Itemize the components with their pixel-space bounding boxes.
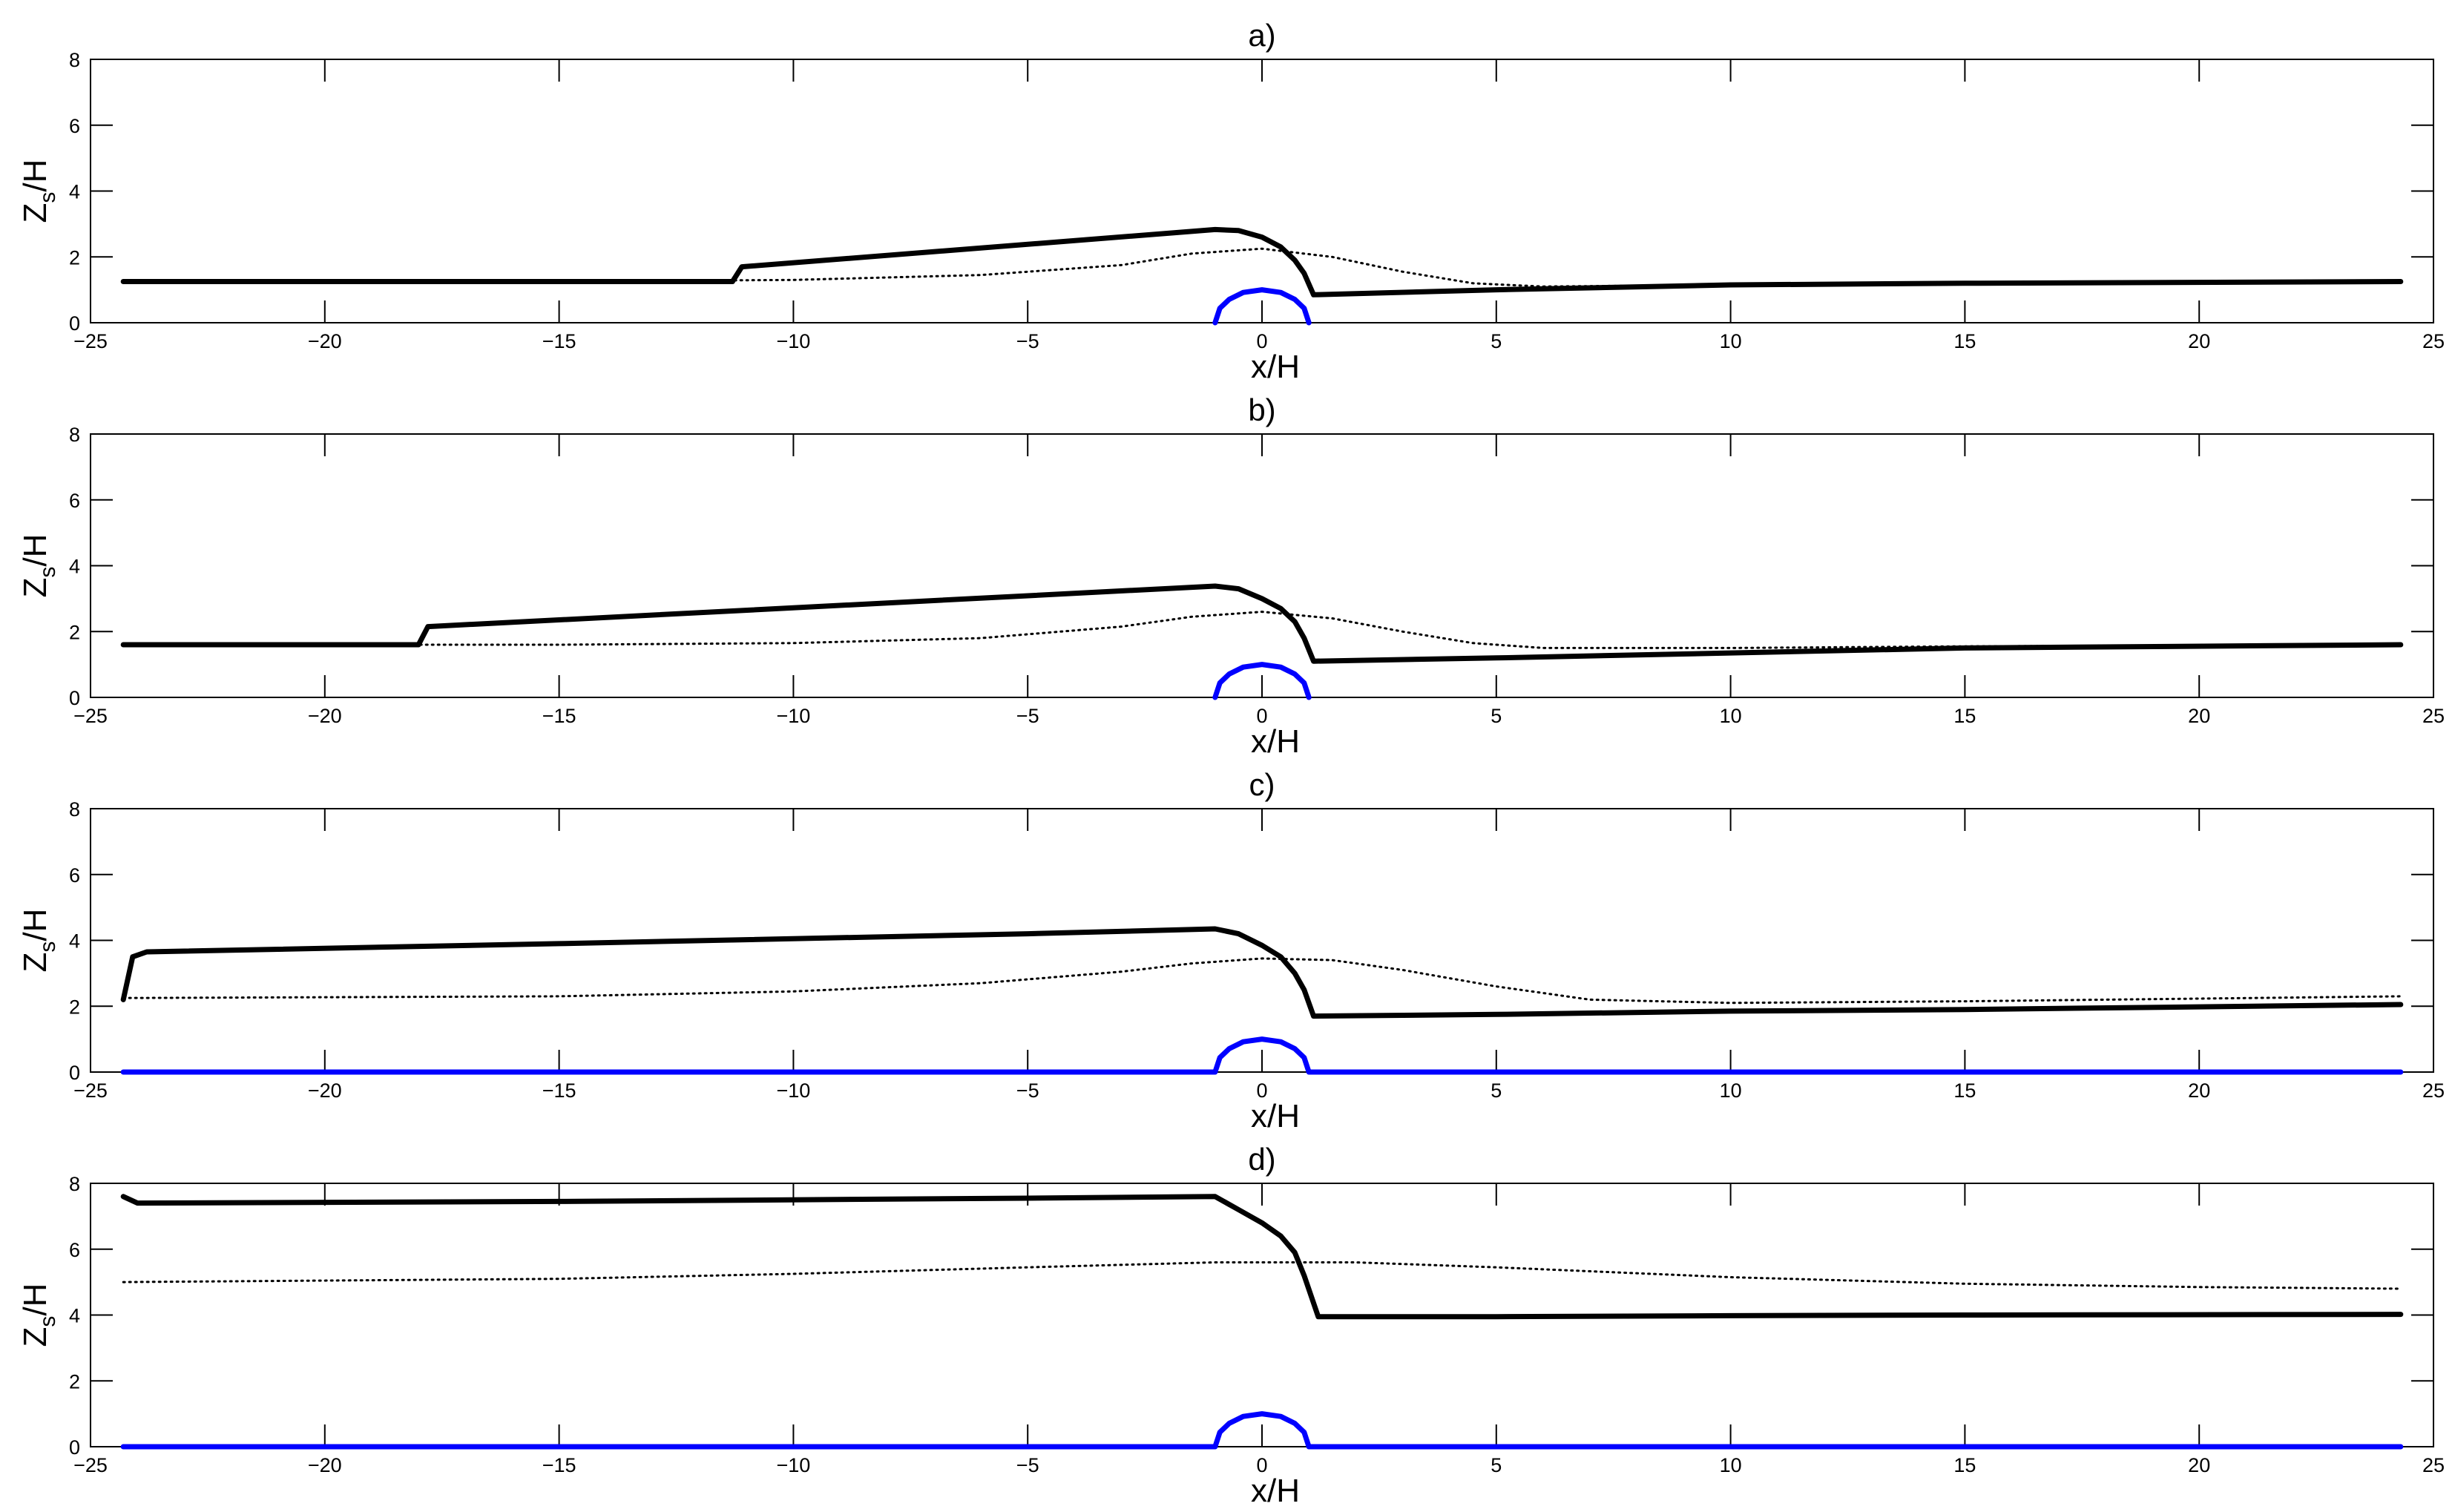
x-tick-label: −10 — [776, 705, 810, 727]
x-tick-label: 15 — [1953, 1454, 1976, 1476]
y-tick-label: 0 — [69, 687, 80, 709]
y-tick-label: 8 — [69, 798, 80, 821]
panel-a: a) −25 −20 −15 −10 −5 0 5 10 15 20 25 0 2 4 6 8 x/H Zs/H — [17, 18, 2445, 385]
panel-title: c) — [1249, 767, 1275, 802]
x-tick-label: −15 — [542, 330, 576, 352]
y-axis-label: Zs/H — [17, 534, 60, 598]
x-tick-label: −25 — [73, 1454, 108, 1476]
y-tick-label: 0 — [69, 1062, 80, 1084]
x-tick-label: 10 — [1720, 1454, 1742, 1476]
y-axis-label: Zs/H — [17, 1283, 60, 1347]
x-tick-label: 20 — [2188, 705, 2210, 727]
x-tick-label: 15 — [1953, 1079, 1976, 1102]
x-tick-label: −5 — [1016, 330, 1039, 352]
panel-title: b) — [1248, 392, 1275, 427]
x-tick-label: −25 — [73, 330, 108, 352]
x-tick-label: 0 — [1256, 1079, 1267, 1102]
plot-frame — [90, 808, 2434, 1073]
x-tick-label: −10 — [776, 330, 810, 352]
x-tick-label: 5 — [1491, 330, 1502, 352]
y-tick-label: 8 — [69, 49, 80, 71]
x-axis-label: x/H — [1251, 723, 1300, 760]
y-axis-label: Zs/H — [17, 909, 60, 973]
dotted-series-line — [122, 247, 2402, 288]
panel-c: c) −25 −20 −15 −10 −5 0 5 10 15 20 25 0 2 4 6 8 x/H Zs/H — [17, 767, 2445, 1134]
dotted-series-line — [122, 1261, 2402, 1290]
y-tick-label: 6 — [69, 490, 80, 512]
y-tick-label: 8 — [69, 1173, 80, 1195]
solid-series-line — [120, 926, 2404, 1019]
x-tick-label: −5 — [1016, 1079, 1039, 1102]
x-tick-label: 0 — [1256, 1454, 1267, 1476]
y-tick-label: 4 — [69, 1305, 80, 1327]
y-tick-label: 4 — [69, 181, 80, 203]
y-tick-label: 2 — [69, 996, 80, 1018]
x-tick-label: 15 — [1953, 330, 1976, 352]
panel-title: a) — [1248, 18, 1275, 53]
y-tick-label: 0 — [69, 1436, 80, 1459]
y-tick-label: 2 — [69, 246, 80, 269]
x-tick-label: −10 — [776, 1079, 810, 1102]
x-tick-label: −25 — [73, 705, 108, 727]
dotted-series-line — [122, 957, 2402, 1005]
x-tick-label: 25 — [2422, 1454, 2445, 1476]
x-tick-label: 5 — [1491, 705, 1502, 727]
x-tick-label: −10 — [776, 1454, 810, 1476]
x-tick-label: 0 — [1256, 330, 1267, 352]
y-axis-label: Zs/H — [17, 160, 60, 223]
topography-line — [1212, 287, 1312, 326]
x-tick-label: 20 — [2188, 1454, 2210, 1476]
panel-title: d) — [1248, 1142, 1275, 1177]
x-axis-label: x/H — [1251, 1098, 1300, 1134]
x-tick-label: 10 — [1720, 705, 1742, 727]
topography-line — [1212, 662, 1312, 700]
x-axis-label: x/H — [1251, 349, 1300, 385]
y-tick-label: 4 — [69, 556, 80, 578]
x-tick-label: −15 — [542, 705, 576, 727]
x-tick-label: −20 — [308, 330, 342, 352]
panel-b: b) −25 −20 −15 −10 −5 0 5 10 15 20 25 0 2 4 6 8 x/H Zs/H — [17, 392, 2445, 760]
x-tick-label: 5 — [1491, 1454, 1502, 1476]
x-tick-label: −5 — [1016, 705, 1039, 727]
x-tick-label: 25 — [2422, 705, 2445, 727]
solid-series-line — [120, 583, 2404, 664]
y-tick-label: 6 — [69, 1239, 80, 1261]
x-tick-label: 25 — [2422, 330, 2445, 352]
x-tick-label: 10 — [1720, 330, 1742, 352]
x-tick-label: 0 — [1256, 705, 1267, 727]
x-tick-label: −15 — [542, 1454, 576, 1476]
x-tick-label: 20 — [2188, 1079, 2210, 1102]
x-tick-label: −5 — [1016, 1454, 1039, 1476]
x-tick-label: 25 — [2422, 1079, 2445, 1102]
topography-line — [120, 1036, 2404, 1075]
y-tick-label: 2 — [69, 621, 80, 643]
x-axis-label: x/H — [1251, 1473, 1300, 1509]
y-tick-label: 6 — [69, 115, 80, 137]
x-tick-label: 15 — [1953, 705, 1976, 727]
dotted-series-line — [122, 611, 2402, 649]
panel-d: d) −25 −20 −15 −10 −5 0 5 10 15 20 25 0 2 4 6 8 x/H Zs/H — [17, 1142, 2445, 1509]
solid-series-line — [120, 1194, 2404, 1320]
y-tick-label: 6 — [69, 864, 80, 887]
plot-frame — [90, 433, 2434, 698]
x-tick-label: 20 — [2188, 330, 2210, 352]
x-tick-label: 5 — [1491, 1079, 1502, 1102]
x-tick-label: −25 — [73, 1079, 108, 1102]
topography-line — [120, 1411, 2404, 1450]
x-tick-label: −20 — [308, 1454, 342, 1476]
y-tick-label: 8 — [69, 424, 80, 446]
x-tick-label: −20 — [308, 1079, 342, 1102]
x-tick-label: 10 — [1720, 1079, 1742, 1102]
y-tick-label: 4 — [69, 930, 80, 953]
x-tick-label: −15 — [542, 1079, 576, 1102]
x-tick-label: −20 — [308, 705, 342, 727]
y-tick-label: 0 — [69, 312, 80, 335]
solid-series-line — [120, 226, 2404, 298]
y-tick-label: 2 — [69, 1370, 80, 1393]
